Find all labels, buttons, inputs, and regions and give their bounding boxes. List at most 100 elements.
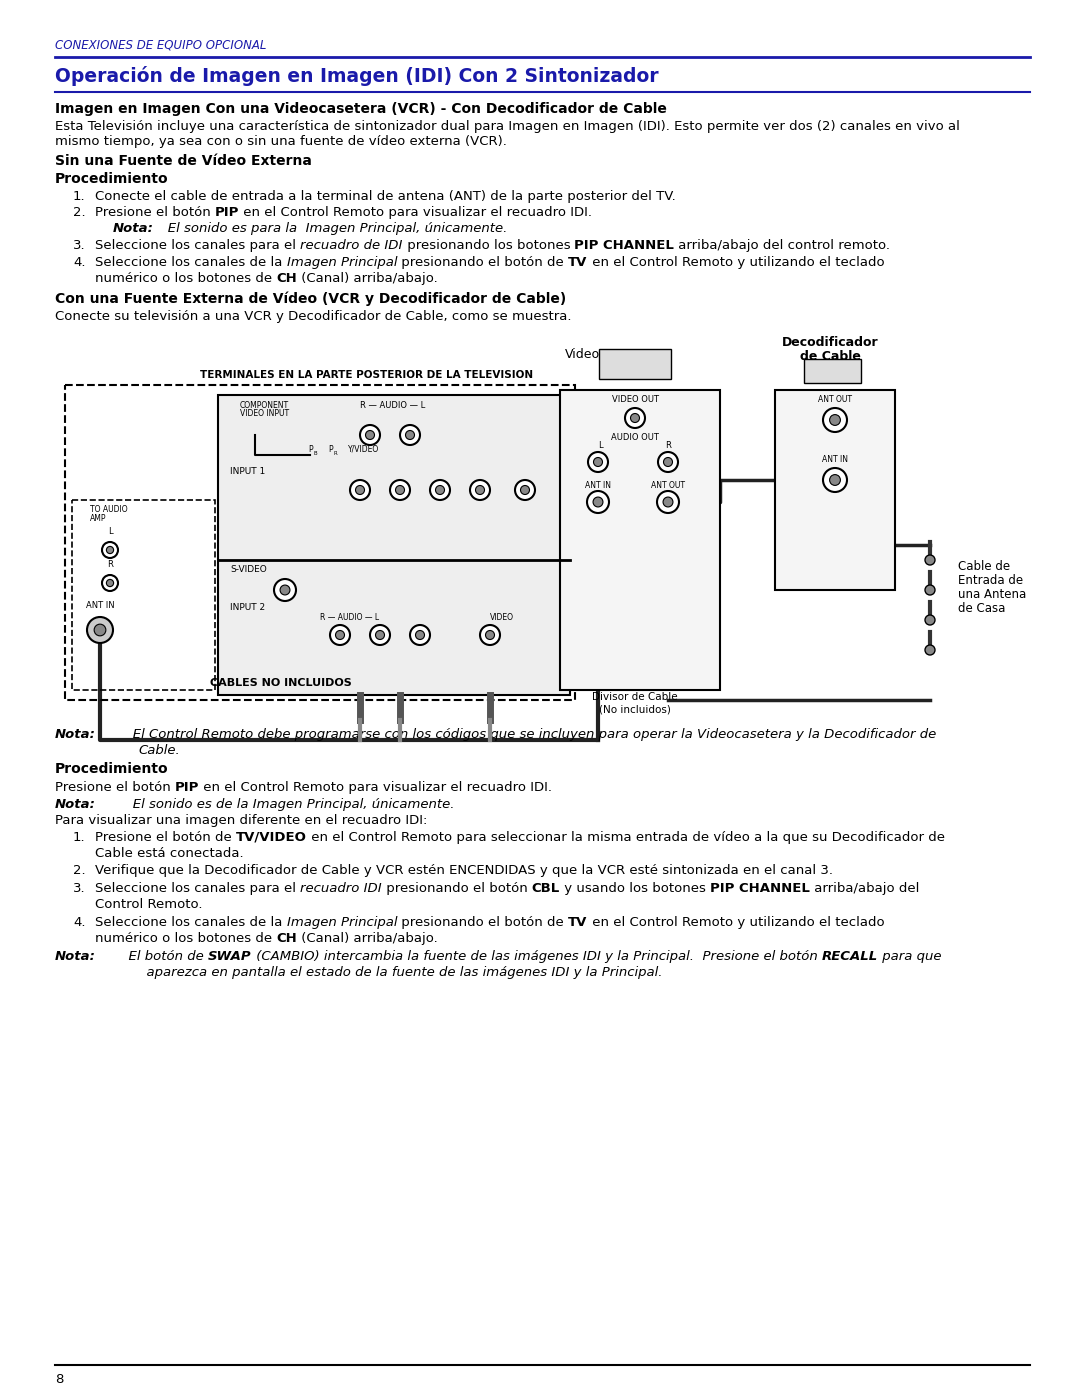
Circle shape (87, 617, 113, 643)
Circle shape (390, 481, 410, 500)
Text: COMPONENT: COMPONENT (240, 401, 289, 409)
Circle shape (823, 468, 847, 492)
Text: Imagen Principal: Imagen Principal (286, 916, 397, 929)
Text: ANT IN: ANT IN (585, 481, 611, 490)
Text: CBL: CBL (531, 882, 561, 895)
Text: presionando el botón de: presionando el botón de (397, 256, 568, 270)
Circle shape (405, 430, 415, 440)
Text: Y/VIDEO: Y/VIDEO (348, 446, 379, 454)
Circle shape (280, 585, 289, 595)
Circle shape (924, 555, 935, 564)
Polygon shape (775, 390, 895, 590)
Text: El Control Remoto debe programarse con los códigos que se incluyen para operar l: El Control Remoto debe programarse con l… (120, 728, 936, 740)
Circle shape (593, 497, 603, 507)
Text: TV: TV (568, 256, 588, 270)
Circle shape (360, 425, 380, 446)
Text: arriba/abajo del control remoto.: arriba/abajo del control remoto. (674, 239, 890, 251)
Text: en el Control Remoto para visualizar el recuadro IDI.: en el Control Remoto para visualizar el … (200, 781, 552, 793)
Text: AUDIO OUT: AUDIO OUT (611, 433, 659, 441)
Text: R — AUDIO — L: R — AUDIO — L (360, 401, 426, 409)
Text: VIDEO OUT: VIDEO OUT (611, 395, 659, 404)
FancyBboxPatch shape (804, 359, 861, 383)
Text: de Casa: de Casa (958, 602, 1005, 615)
Text: mismo tiempo, ya sea con o sin una fuente de vídeo externa (VCR).: mismo tiempo, ya sea con o sin una fuent… (55, 136, 507, 148)
Text: recuadro IDI: recuadro IDI (300, 882, 382, 895)
Circle shape (350, 481, 370, 500)
Text: 4.: 4. (73, 256, 85, 270)
Text: CH: CH (276, 272, 297, 285)
Circle shape (416, 630, 424, 640)
Text: Cable de: Cable de (958, 560, 1010, 573)
FancyBboxPatch shape (599, 349, 671, 379)
Polygon shape (218, 395, 570, 694)
Text: Operación de Imagen en Imagen (IDI) Con 2 Sintonizador: Operación de Imagen en Imagen (IDI) Con … (55, 66, 659, 87)
Text: Verifique que la Decodificador de Cable y VCR estén ENCENDIDAS y que la VCR esté: Verifique que la Decodificador de Cable … (95, 863, 833, 877)
Circle shape (370, 624, 390, 645)
Circle shape (588, 453, 608, 472)
Circle shape (823, 408, 847, 432)
Circle shape (336, 630, 345, 640)
Text: AMP: AMP (90, 514, 107, 522)
Circle shape (658, 453, 678, 472)
Circle shape (657, 490, 679, 513)
Text: ▬▬▬: ▬▬▬ (623, 359, 647, 367)
Polygon shape (561, 390, 720, 690)
Text: El sonido es de la Imagen Principal, únicamente.: El sonido es de la Imagen Principal, úni… (120, 798, 455, 812)
Text: TERMINALES EN LA PARTE POSTERIOR DE LA TELEVISION: TERMINALES EN LA PARTE POSTERIOR DE LA T… (200, 370, 534, 380)
Circle shape (924, 615, 935, 624)
Circle shape (355, 486, 365, 495)
Text: B: B (314, 451, 318, 455)
Circle shape (625, 408, 645, 427)
Text: arriba/abajo del: arriba/abajo del (810, 882, 919, 895)
Text: para que: para que (878, 950, 942, 963)
Circle shape (924, 645, 935, 655)
Text: RECALL: RECALL (822, 950, 878, 963)
Text: Control Remoto.: Control Remoto. (95, 898, 203, 911)
Text: Seleccione los canales de la: Seleccione los canales de la (95, 916, 286, 929)
Text: Seleccione los canales para el: Seleccione los canales para el (95, 882, 300, 895)
Text: Decodificador: Decodificador (782, 337, 878, 349)
Text: 3.: 3. (73, 882, 85, 895)
Text: presionando el botón: presionando el botón (382, 882, 531, 895)
Circle shape (515, 481, 535, 500)
Text: Divisor de Cable: Divisor de Cable (592, 692, 678, 703)
Text: Imagen en Imagen Con una Videocasetera (VCR) - Con Decodificador de Cable: Imagen en Imagen Con una Videocasetera (… (55, 102, 666, 116)
Text: ANT OUT: ANT OUT (818, 395, 852, 404)
Text: Presione el botón: Presione el botón (55, 781, 175, 793)
Text: Para visualizar una imagen diferente en el recuadro IDI:: Para visualizar una imagen diferente en … (55, 814, 428, 827)
Circle shape (594, 457, 603, 467)
Text: El sonido es para la  Imagen Principal, únicamente.: El sonido es para la Imagen Principal, ú… (156, 222, 508, 235)
Circle shape (365, 430, 375, 440)
Circle shape (588, 490, 609, 513)
Text: Nota:: Nota: (55, 950, 96, 963)
Text: L: L (597, 441, 603, 450)
Text: Nota:: Nota: (113, 222, 153, 235)
Text: Entrada de: Entrada de (958, 574, 1023, 587)
Circle shape (102, 576, 118, 591)
Text: (CAMBIO) intercambia la fuente de las imágenes IDI y la Principal.  Presione el : (CAMBIO) intercambia la fuente de las im… (252, 950, 822, 963)
Text: (Canal) arriba/abajo.: (Canal) arriba/abajo. (297, 272, 437, 285)
Text: Conecte su televisión a una VCR y Decodificador de Cable, como se muestra.: Conecte su televisión a una VCR y Decodi… (55, 310, 571, 323)
Text: numérico o los botones de: numérico o los botones de (95, 272, 276, 285)
Text: Conecte el cable de entrada a la terminal de antena (ANT) de la parte posterior : Conecte el cable de entrada a la termina… (95, 190, 676, 203)
Text: SWAP: SWAP (208, 950, 252, 963)
Circle shape (663, 497, 673, 507)
Text: en el Control Remoto y utilizando el teclado: en el Control Remoto y utilizando el tec… (588, 916, 885, 929)
Circle shape (480, 624, 500, 645)
Text: Nota:: Nota: (55, 728, 96, 740)
Circle shape (400, 425, 420, 446)
Text: Seleccione los canales de la: Seleccione los canales de la (95, 256, 286, 270)
Text: PIP CHANNEL: PIP CHANNEL (575, 239, 674, 251)
Text: 3.: 3. (73, 239, 85, 251)
Circle shape (430, 481, 450, 500)
Circle shape (107, 580, 113, 587)
Circle shape (330, 624, 350, 645)
Circle shape (470, 481, 490, 500)
Circle shape (663, 457, 673, 467)
Circle shape (829, 475, 840, 485)
Circle shape (829, 415, 840, 426)
Text: Presione el botón: Presione el botón (95, 205, 215, 219)
Text: R: R (107, 560, 113, 569)
Text: Esta Televisión incluye una característica de sintonizador dual para Imagen en I: Esta Televisión incluye una característi… (55, 120, 960, 133)
Circle shape (435, 486, 445, 495)
